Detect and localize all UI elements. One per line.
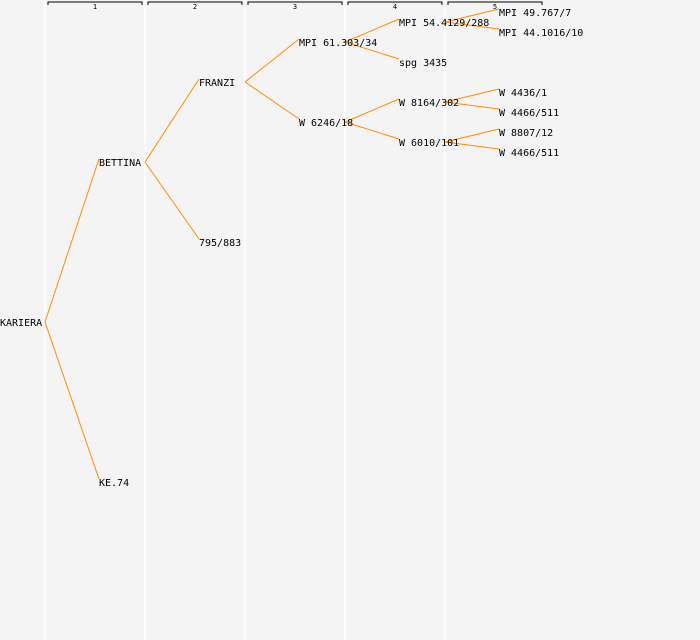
pedigree-node-label[interactable]: 795/883 xyxy=(199,238,241,249)
pedigree-node-label[interactable]: FRANZI xyxy=(199,78,235,89)
pedigree-edge xyxy=(144,78,200,163)
generation-bracket xyxy=(147,1,243,5)
pedigree-edge xyxy=(344,18,400,43)
pedigree-edge xyxy=(444,128,500,143)
pedigree-edge xyxy=(444,21,500,30)
pedigree-edge xyxy=(444,8,500,23)
pedigree-node-label[interactable]: MPI 44.1016/10 xyxy=(499,28,583,39)
pedigree-node-label[interactable]: MPI 49.767/7 xyxy=(499,8,571,19)
pedigree-node-label[interactable]: spg 3435 xyxy=(399,58,447,69)
pedigree-edge xyxy=(144,161,200,240)
generation-bracket xyxy=(47,1,143,5)
pedigree-edge xyxy=(444,101,500,110)
pedigree-edge xyxy=(344,41,400,60)
pedigree-node-label[interactable]: MPI 54.4129/288 xyxy=(399,18,489,29)
pedigree-node-label[interactable]: W 8164/302 xyxy=(399,98,459,109)
generation-bracket xyxy=(447,1,543,5)
pedigree-edge xyxy=(444,141,500,150)
pedigree-edge xyxy=(44,158,100,323)
pedigree-node-label[interactable]: W 8807/12 xyxy=(499,128,553,139)
pedigree-node-label[interactable]: W 4436/1 xyxy=(499,88,547,99)
pedigree-node-label[interactable]: W 6010/101 xyxy=(399,138,459,149)
generation-brackets: 1 2 3 4 5 xyxy=(47,1,543,11)
generation-bracket xyxy=(247,1,343,5)
pedigree-node-label[interactable]: KARIERA xyxy=(0,318,42,329)
generation-number: 5 xyxy=(493,3,497,11)
pedigree-edge xyxy=(244,38,300,83)
pedigree-edge xyxy=(44,321,100,480)
pedigree-edge xyxy=(344,121,400,140)
generation-number: 4 xyxy=(393,3,397,11)
generation-number: 3 xyxy=(293,3,297,11)
pedigree-edge xyxy=(244,81,300,120)
pedigree-node-label[interactable]: W 6246/18 xyxy=(299,118,353,129)
pedigree-node-label[interactable]: KE.74 xyxy=(99,478,129,489)
pedigree-edge xyxy=(344,98,400,123)
generation-number: 2 xyxy=(193,3,197,11)
pedigree-edge xyxy=(444,88,500,103)
pedigree-node-label[interactable]: BETTINA xyxy=(99,158,141,169)
pedigree-node-label[interactable]: W 4466/511 xyxy=(499,108,559,119)
pedigree-node-label[interactable]: W 4466/511 xyxy=(499,148,559,159)
generation-number: 1 xyxy=(93,3,97,11)
pedigree-edges xyxy=(44,8,500,480)
column-separators xyxy=(44,0,446,640)
generation-bracket xyxy=(347,1,443,5)
pedigree-labels: KARIERA BETTINA KE.74 FRANZI 795/883 MPI 61.3… xyxy=(0,8,583,489)
pedigree-node-label[interactable]: MPI 61.303/34 xyxy=(299,38,377,49)
